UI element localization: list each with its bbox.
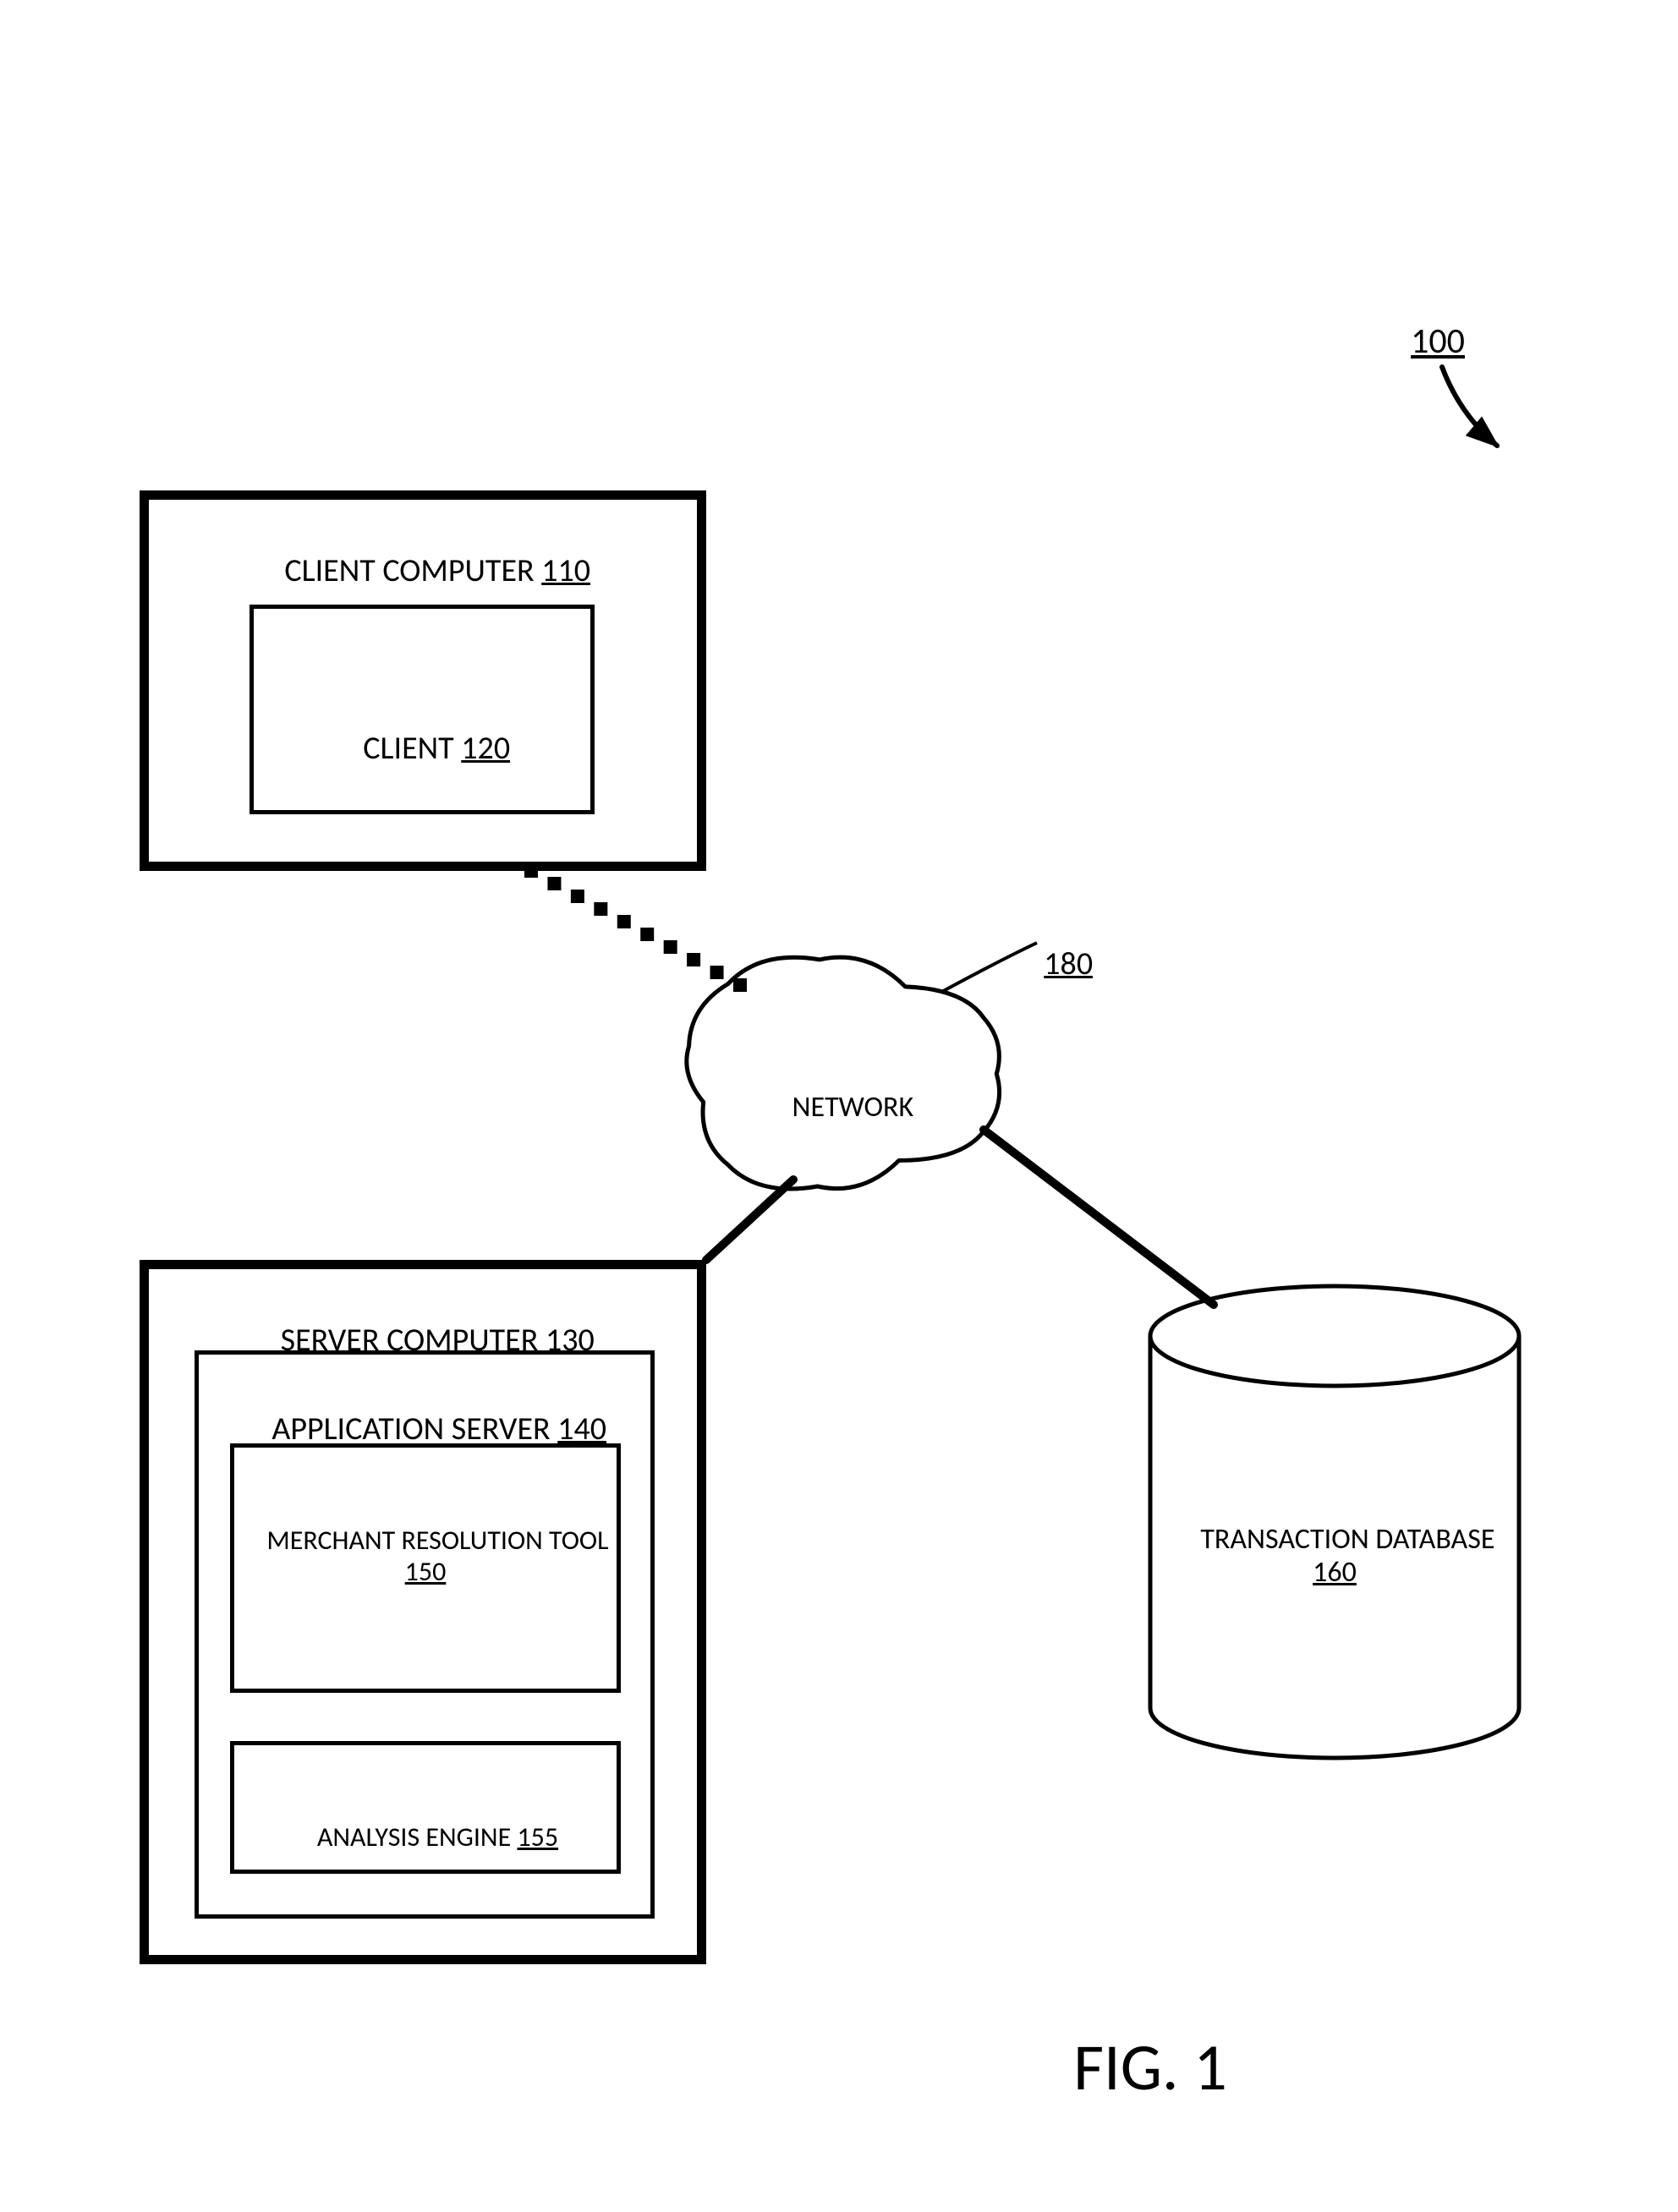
database-title: TRANSACTION DATABASE	[1200, 1522, 1494, 1557]
analysis-engine-label: ANALYSIS ENGINE 155	[0, 1792, 1264, 1885]
network-label: NETWORK	[1, 1058, 1678, 1157]
figure-stage: CLIENT COMPUTER 110 CLIENT 120 SERVER CO…	[0, 0, 1678, 2212]
client-ref: 120	[461, 729, 510, 768]
database-ref: 160	[1313, 1555, 1357, 1590]
network-ref-label: 180	[215, 909, 1678, 1020]
client-title: CLIENT	[363, 729, 461, 768]
analysis-engine-ref: 155	[517, 1821, 558, 1853]
client-computer-label: CLIENT COMPUTER 110	[0, 516, 1262, 627]
database-label: TRANSACTION DATABASE 160	[496, 1490, 1678, 1622]
app-server-title: APPLICATION SERVER	[271, 1410, 557, 1448]
client-label: CLIENT 120	[0, 693, 1261, 804]
app-server-label: APPLICATION SERVER 140	[0, 1374, 1264, 1485]
figure-caption: FIG. 1	[311, 2029, 1678, 2105]
analysis-engine-title: ANALYSIS ENGINE	[317, 1821, 518, 1853]
client-computer-title: CLIENT COMPUTER	[284, 551, 541, 590]
client-computer-ref: 110	[541, 551, 590, 590]
network-ref: 180	[1044, 944, 1093, 983]
network-title: NETWORK	[792, 1090, 914, 1125]
merchant-tool-ref: 150	[405, 1555, 447, 1588]
system-ref-label: 100	[599, 321, 1678, 362]
app-server-ref: 140	[557, 1410, 606, 1448]
